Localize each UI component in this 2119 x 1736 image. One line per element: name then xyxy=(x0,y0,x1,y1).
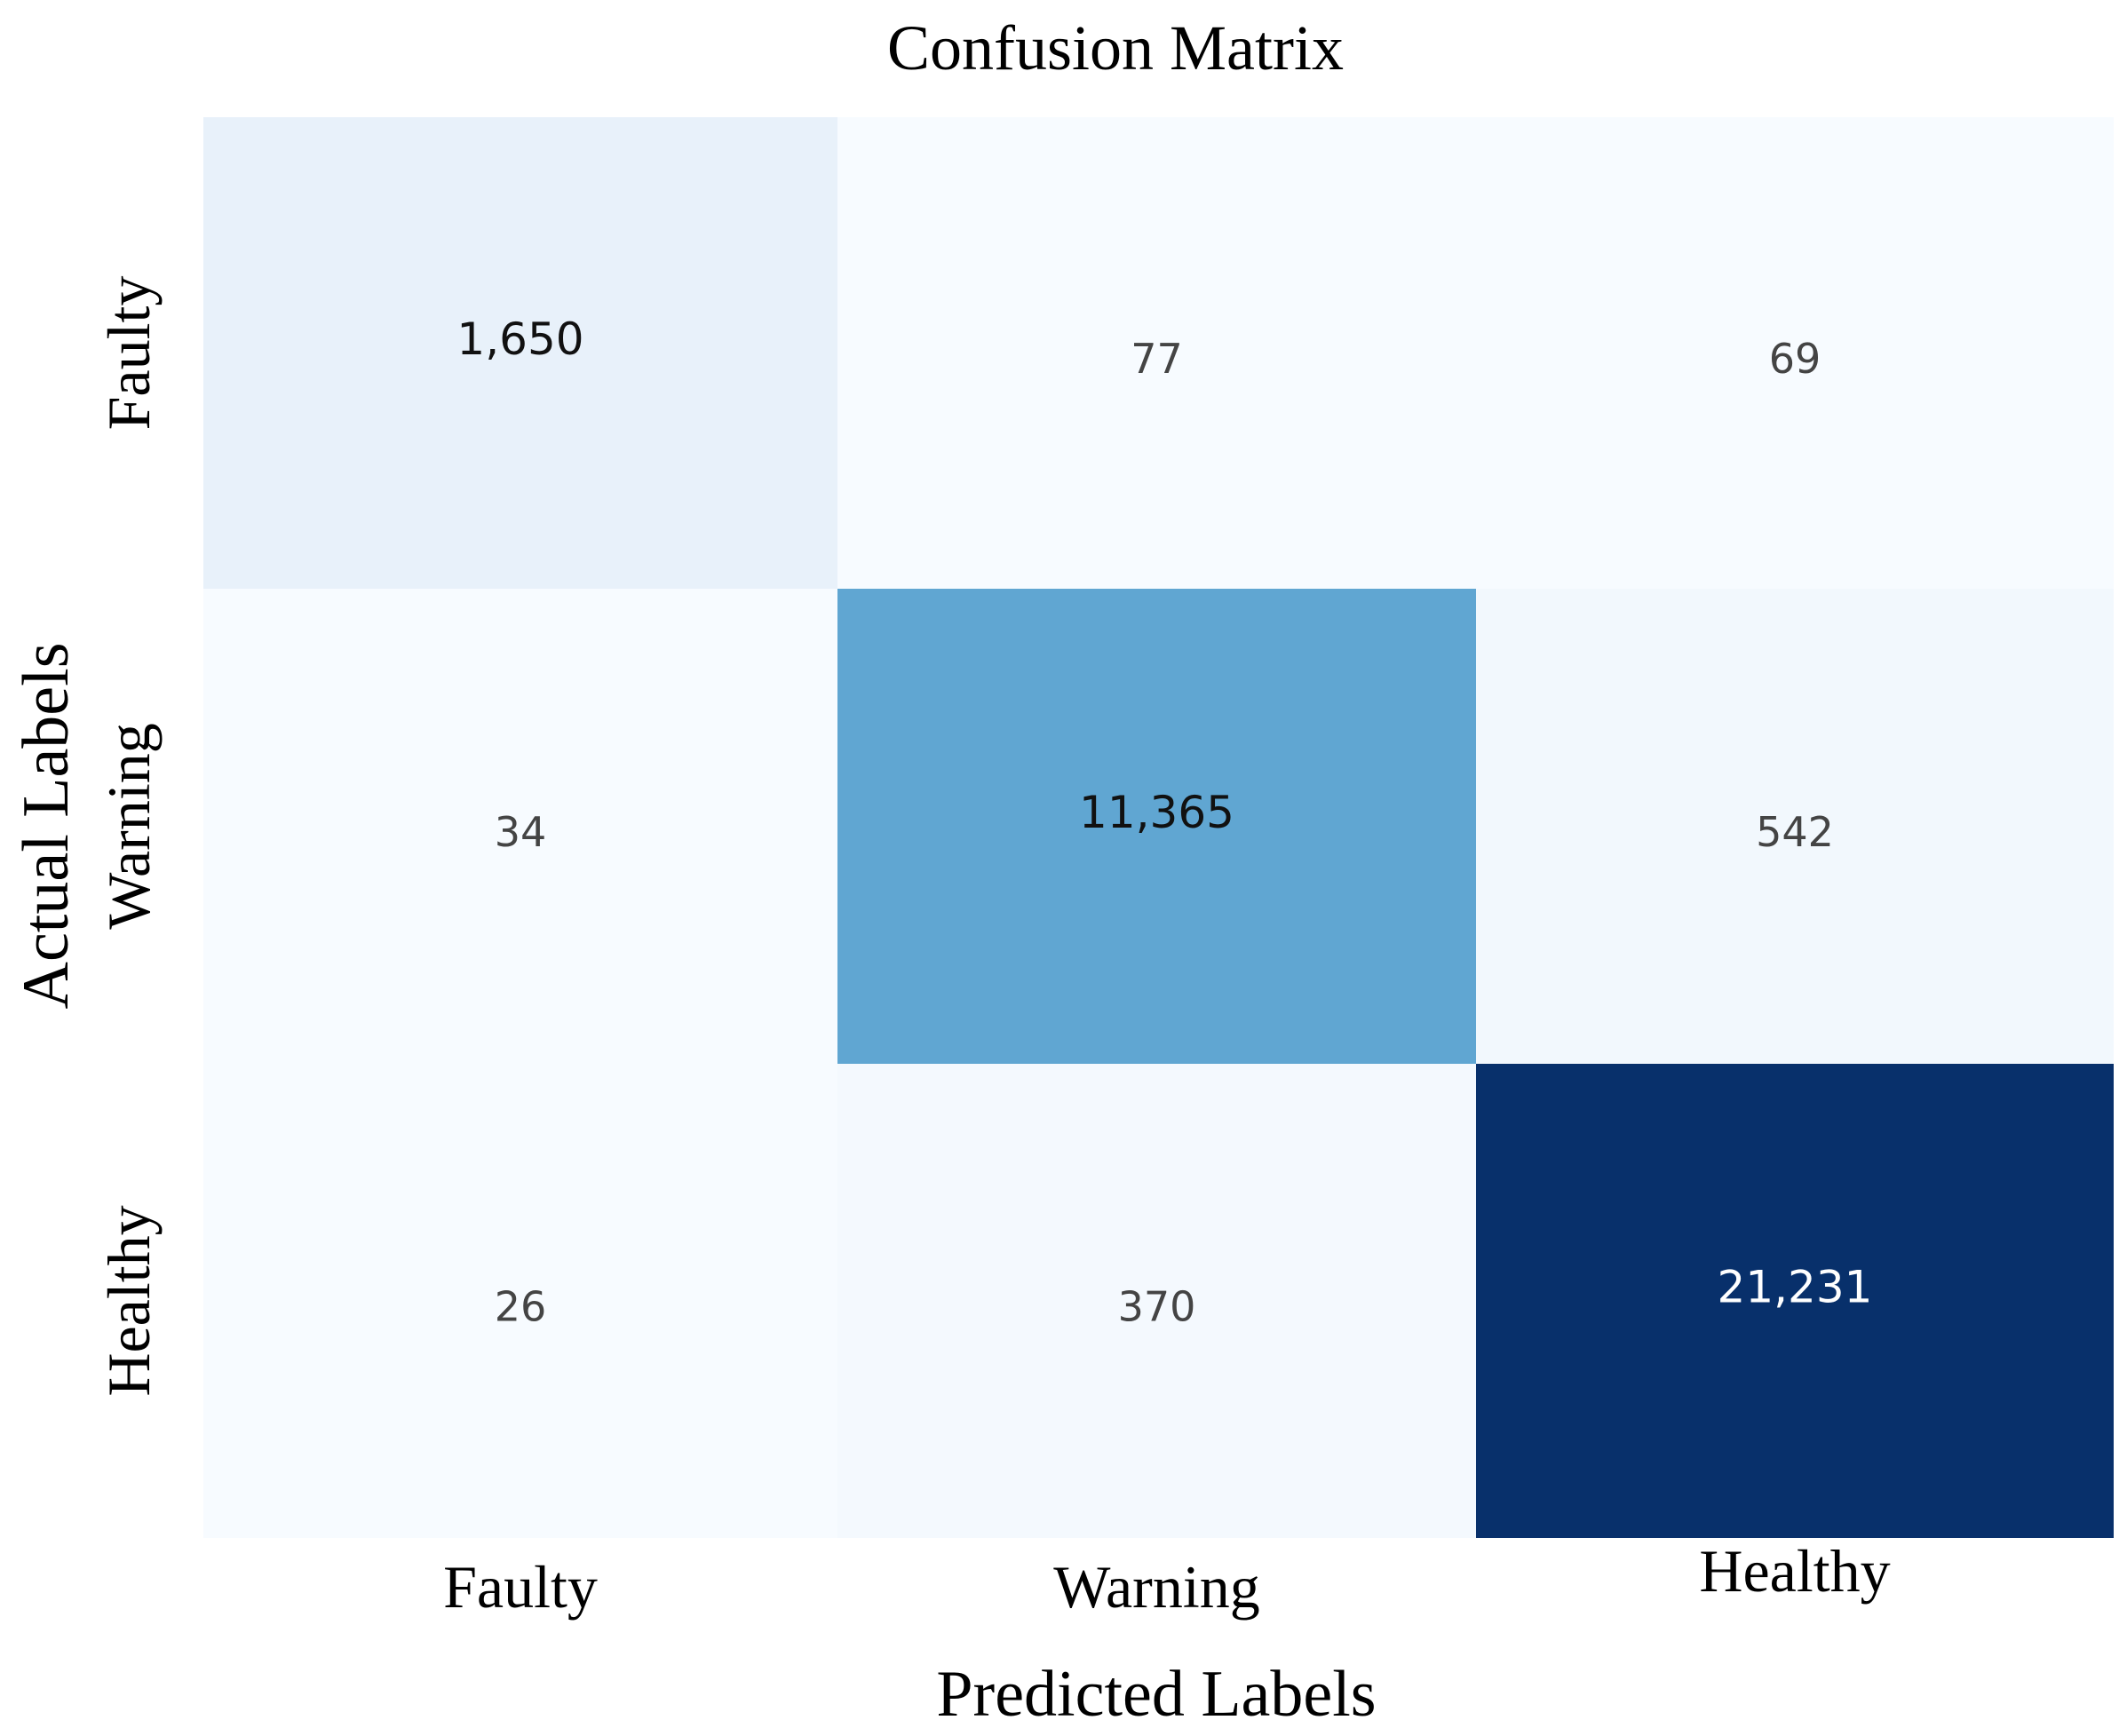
cell-value-healthy-healthy: 21,231 xyxy=(1718,1262,1873,1313)
heatmap-cells xyxy=(203,117,2114,1538)
heatmap-cell-warning-faulty xyxy=(203,589,837,1064)
y-tick-label-healthy: Healthy xyxy=(95,1205,163,1396)
x-axis-label: Predicted Labels xyxy=(936,1658,1376,1731)
heatmap-cell-healthy-faulty xyxy=(203,1064,837,1538)
cell-value-healthy-warning: 370 xyxy=(1118,1283,1196,1331)
y-axis-label: Actual Labels xyxy=(10,643,83,1010)
heatmap-cell-healthy-warning xyxy=(837,1064,1476,1538)
heatmap-cell-warning-warning xyxy=(837,589,1476,1064)
cell-value-faulty-faulty: 1,650 xyxy=(456,313,583,365)
heatmap-cell-faulty-faulty xyxy=(203,117,837,589)
cell-value-warning-healthy: 542 xyxy=(1756,808,1834,856)
heatmap-cell-healthy-healthy xyxy=(1476,1064,2114,1538)
x-tick-labels: Faulty Warning Healthy xyxy=(443,1537,1891,1621)
heatmap-cell-faulty-warning xyxy=(837,117,1476,589)
cell-value-healthy-faulty: 26 xyxy=(495,1283,547,1331)
cell-value-faulty-warning: 77 xyxy=(1131,335,1183,383)
y-tick-labels: Faulty Warning Healthy xyxy=(95,276,163,1397)
cell-value-labels: 1,650 77 69 34 11,365 542 26 370 21,231 xyxy=(456,313,1872,1331)
chart-title: Confusion Matrix xyxy=(887,12,1344,83)
cell-value-faulty-healthy: 69 xyxy=(1769,335,1821,383)
cell-value-warning-faulty: 34 xyxy=(495,808,547,856)
x-tick-label-healthy: Healthy xyxy=(1699,1537,1890,1605)
x-tick-label-faulty: Faulty xyxy=(443,1553,598,1621)
y-tick-label-warning: Warning xyxy=(95,723,163,929)
heatmap-cell-faulty-healthy xyxy=(1476,117,2114,589)
heatmap-cell-warning-healthy xyxy=(1476,589,2114,1064)
cell-value-warning-warning: 11,365 xyxy=(1079,787,1234,838)
x-tick-label-warning: Warning xyxy=(1053,1553,1259,1621)
y-tick-label-faulty: Faulty xyxy=(95,276,163,431)
